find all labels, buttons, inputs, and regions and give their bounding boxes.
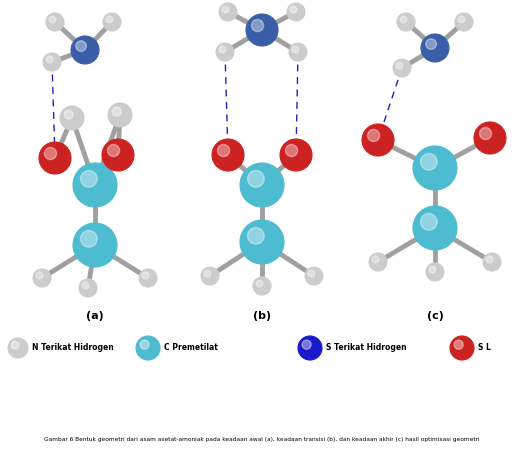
Circle shape (368, 129, 380, 142)
Circle shape (46, 56, 53, 63)
Circle shape (247, 228, 264, 244)
Circle shape (222, 6, 229, 13)
Circle shape (280, 139, 312, 171)
Circle shape (49, 16, 56, 23)
Circle shape (219, 3, 237, 21)
Circle shape (81, 170, 97, 187)
Circle shape (44, 148, 56, 159)
Circle shape (240, 220, 284, 264)
Circle shape (39, 142, 71, 174)
Circle shape (219, 46, 226, 53)
Circle shape (483, 253, 501, 271)
Circle shape (454, 340, 463, 349)
Circle shape (458, 16, 465, 23)
Circle shape (216, 43, 234, 61)
Text: C Premetilat: C Premetilat (164, 344, 218, 352)
Text: S Terikat Hidrogen: S Terikat Hidrogen (326, 344, 406, 352)
Circle shape (426, 39, 436, 49)
Circle shape (140, 340, 149, 349)
Circle shape (212, 139, 244, 171)
Circle shape (413, 206, 457, 250)
Circle shape (106, 16, 113, 23)
Circle shape (107, 144, 120, 157)
Circle shape (256, 280, 263, 287)
Circle shape (397, 13, 415, 31)
Circle shape (108, 103, 132, 127)
Circle shape (362, 124, 394, 156)
Circle shape (292, 46, 299, 53)
Circle shape (136, 336, 160, 360)
Circle shape (60, 106, 84, 130)
Circle shape (142, 272, 149, 279)
Circle shape (372, 256, 379, 263)
Circle shape (201, 267, 219, 285)
Circle shape (369, 253, 387, 271)
Circle shape (421, 34, 449, 62)
Circle shape (8, 338, 28, 358)
Circle shape (73, 223, 117, 267)
Circle shape (102, 139, 134, 171)
Circle shape (486, 256, 493, 263)
Circle shape (218, 144, 230, 157)
Circle shape (33, 269, 51, 287)
Circle shape (204, 270, 211, 277)
Circle shape (480, 128, 492, 139)
Circle shape (426, 263, 444, 281)
Text: S L: S L (478, 344, 491, 352)
Circle shape (253, 277, 271, 295)
Circle shape (82, 282, 89, 289)
Circle shape (252, 20, 264, 32)
Circle shape (474, 122, 506, 154)
Circle shape (287, 3, 305, 21)
Circle shape (289, 43, 307, 61)
Text: Gambar 6 Bentuk geometri dari asam asetat-amoniak pada keadaan awal (a), keadaan: Gambar 6 Bentuk geometri dari asam aseta… (44, 437, 479, 442)
Circle shape (429, 266, 436, 273)
Circle shape (46, 13, 64, 31)
Circle shape (455, 13, 473, 31)
Circle shape (36, 272, 43, 279)
Circle shape (240, 163, 284, 207)
Circle shape (103, 13, 121, 31)
Circle shape (64, 110, 73, 119)
Circle shape (305, 267, 323, 285)
Text: (b): (b) (253, 311, 271, 321)
Circle shape (73, 163, 117, 207)
Circle shape (139, 269, 157, 287)
Circle shape (308, 270, 315, 277)
Circle shape (43, 53, 61, 71)
Circle shape (112, 107, 121, 116)
Text: (c): (c) (427, 311, 444, 321)
Circle shape (81, 230, 97, 247)
Circle shape (400, 16, 407, 23)
Circle shape (79, 279, 97, 297)
Circle shape (76, 41, 86, 51)
Circle shape (298, 336, 322, 360)
Circle shape (413, 146, 457, 190)
Circle shape (450, 336, 474, 360)
Text: (a): (a) (86, 311, 104, 321)
Circle shape (12, 341, 19, 349)
Circle shape (71, 36, 99, 64)
Circle shape (286, 144, 298, 157)
Circle shape (396, 62, 403, 69)
Circle shape (247, 170, 264, 187)
Circle shape (420, 213, 437, 230)
Circle shape (302, 340, 311, 349)
Circle shape (393, 59, 411, 77)
Circle shape (420, 154, 437, 170)
Text: N Terikat Hidrogen: N Terikat Hidrogen (32, 344, 113, 352)
Circle shape (290, 6, 297, 13)
Circle shape (246, 14, 278, 46)
